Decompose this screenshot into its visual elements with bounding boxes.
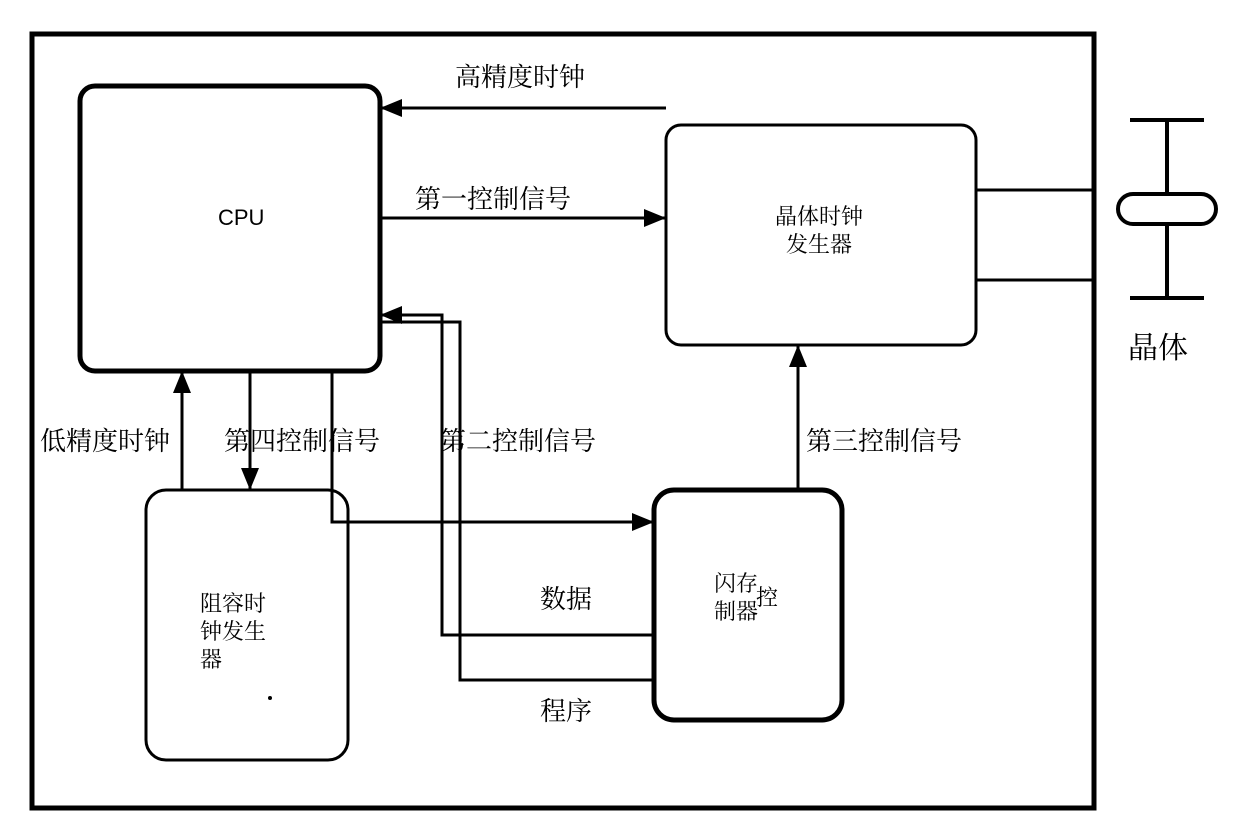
edge-e_ctrl3-label: 第三控制信号 [806,421,962,458]
edge-e_ctrl4-label: 第四控制信号 [224,421,380,458]
artifact-dot [268,696,272,700]
node-flash-label: 闪存 [714,567,758,598]
node-crystal_gen-label: 发生器 [786,228,852,259]
edge-e_hp_clock-label: 高精度时钟 [455,57,585,94]
crystal-label: 晶体 [1128,323,1188,367]
arrowhead [644,209,666,227]
arrowhead [632,513,654,531]
edge-e_data1-label: 数据 [540,579,592,616]
node-flash-label: 制器 [714,595,758,626]
edge-e_lp_clock-label: 低精度时钟 [40,421,170,458]
node-cpu-label: CPU [218,205,264,230]
arrowhead [241,468,259,490]
crystal-body [1118,194,1216,224]
arrowhead [789,345,807,367]
edge-e_ctrl2-label: 第二控制信号 [440,421,596,458]
edge-e_data1 [380,315,654,635]
edge-e_ctrl1-label: 第一控制信号 [415,179,571,216]
edge-e_data2-label: 程序 [540,691,592,728]
node-crystal_gen-label: 晶体时钟 [775,200,863,231]
arrowhead [380,99,402,117]
edge-e_data2 [380,322,654,680]
node-rc_gen-label: 阻容时 [200,587,266,618]
node-flash-label: 控 [756,581,778,612]
node-rc_gen-label: 器 [200,643,222,674]
arrowhead [173,371,191,393]
node-rc_gen-label: 钟发生 [200,615,266,646]
